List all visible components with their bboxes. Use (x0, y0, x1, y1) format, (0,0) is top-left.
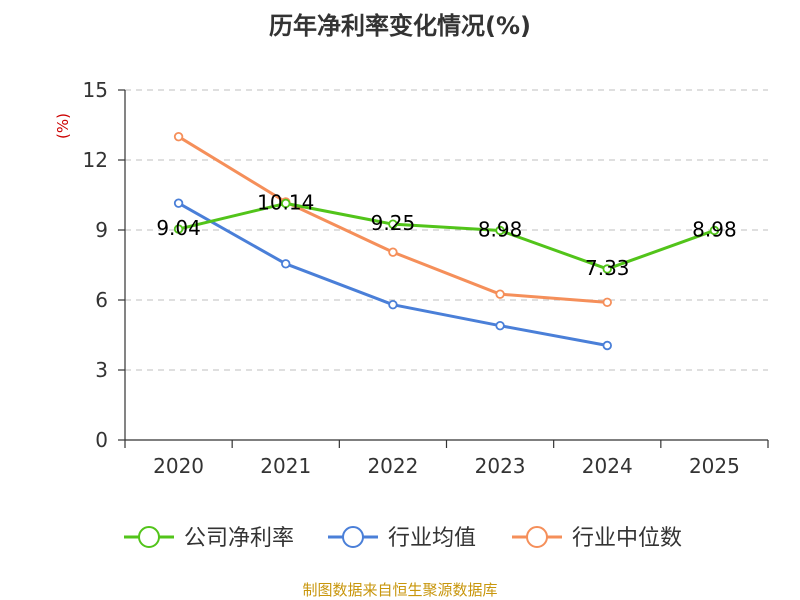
axes: 0 3 6 9 12 15 2020 2021 2022 2023 2024 2025 (83, 78, 769, 478)
y-tick-label: 0 (95, 428, 108, 452)
data-point (388, 219, 398, 229)
y-tick-label: 6 (95, 288, 108, 312)
data-point (495, 289, 505, 299)
data-point (495, 320, 505, 331)
legend-marker (526, 526, 548, 548)
data-label: 9.04 (156, 216, 201, 240)
data-label: 9.25 (371, 211, 416, 235)
chart-title: 历年净利率变化情况(%) (269, 12, 531, 40)
y-tick-label: 12 (83, 148, 108, 172)
data-point (281, 259, 291, 269)
series-layer (173, 131, 720, 351)
data-point (281, 198, 291, 209)
x-tick-label: 2021 (260, 454, 311, 478)
data-point (173, 224, 184, 234)
legend: 公司净利率 行业均值 行业中位数 (124, 526, 682, 551)
series-line (178, 201, 715, 271)
x-tick-label: 2023 (475, 454, 526, 478)
data-point (495, 225, 505, 236)
series-0 (173, 198, 720, 274)
x-tick-label: 2025 (689, 454, 740, 478)
grid-lines (125, 89, 768, 371)
data-point (388, 247, 398, 257)
y-axis-unit-label: (%) (54, 113, 72, 139)
x-tick-label: 2024 (582, 454, 633, 478)
data-point (602, 297, 612, 308)
data-label: 8.98 (692, 217, 737, 241)
legend-label: 公司净利率 (184, 526, 294, 551)
legend-label: 行业均值 (388, 526, 476, 551)
series-1 (173, 198, 612, 351)
legend-item: 公司净利率 (124, 526, 294, 551)
legend-item: 行业中位数 (512, 526, 682, 551)
data-label: 8.98 (478, 217, 523, 241)
legend-label: 行业中位数 (572, 526, 682, 551)
data-point (388, 299, 398, 310)
data-point (602, 340, 612, 351)
x-tick-label: 2022 (367, 454, 418, 478)
data-point (709, 225, 720, 236)
y-tick-label: 3 (95, 358, 108, 382)
data-point (173, 131, 184, 142)
data-label: 10.14 (257, 190, 314, 214)
data-label: 7.33 (585, 256, 630, 280)
legend-marker (138, 526, 160, 548)
legend-item: 行业均值 (328, 526, 476, 551)
data-source-note: 制图数据来自恒生聚源数据库 (302, 581, 497, 599)
y-tick-label: 9 (95, 218, 108, 242)
legend-marker (342, 526, 364, 548)
y-tick-label: 15 (83, 78, 108, 102)
data-point (602, 264, 612, 274)
data-point (173, 198, 184, 208)
x-tick-label: 2020 (153, 454, 204, 478)
data-labels: 9.04 10.14 9.25 8.98 7.33 8.98 (156, 190, 736, 280)
